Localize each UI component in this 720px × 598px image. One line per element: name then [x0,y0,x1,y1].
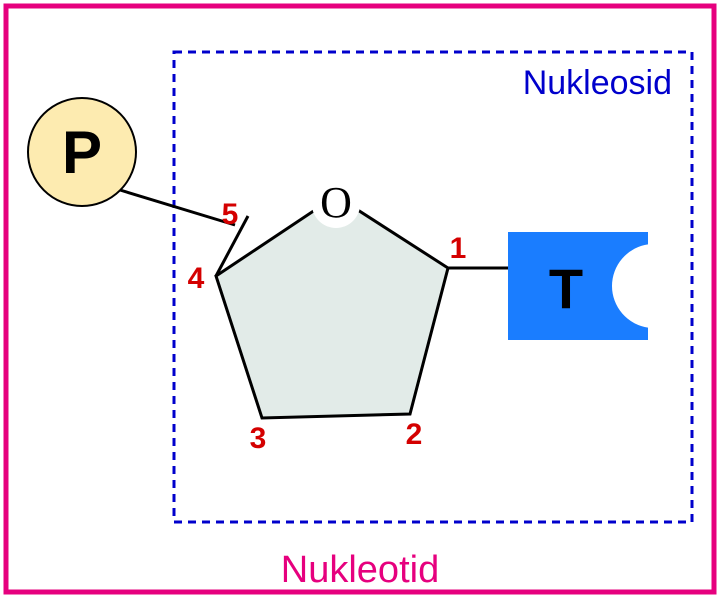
base-label: T [549,257,583,320]
nukleosid-label: Nukleosid [523,64,672,102]
carbon-label-2: 2 [406,418,423,451]
phosphate-label: P [62,119,102,186]
carbon-label-5: 5 [222,198,239,231]
carbon-label-3: 3 [250,422,267,455]
carbon-label-1: 1 [450,232,467,265]
nukleotid-label: Nukleotid [281,549,439,591]
sugar-pentagon [216,196,448,418]
oxygen-label: O [320,178,352,227]
bond-p-to-5 [120,190,235,225]
carbon-label-4: 4 [188,262,205,295]
